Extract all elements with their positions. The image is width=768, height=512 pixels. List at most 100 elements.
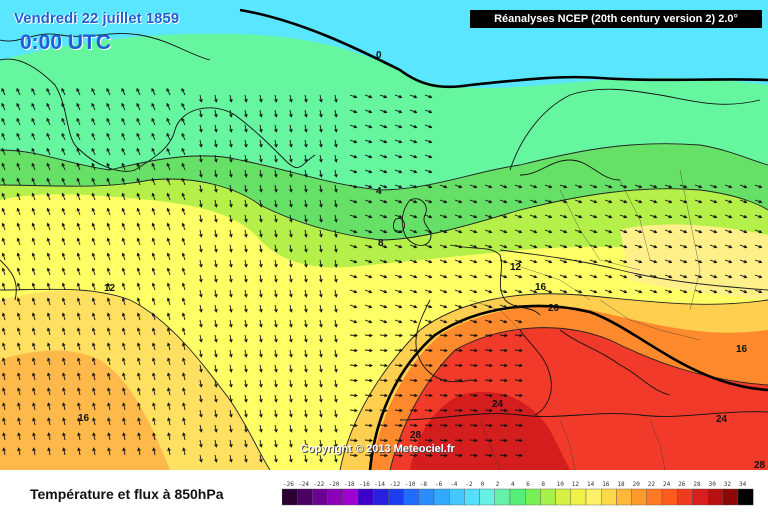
wind-arrow xyxy=(304,289,308,298)
legend-value-label: -18 xyxy=(344,481,355,488)
wind-arrow xyxy=(46,222,51,231)
wind-arrow xyxy=(304,454,308,463)
wind-arrow xyxy=(289,259,293,268)
wind-arrow xyxy=(16,102,21,111)
wind-arrow xyxy=(259,334,263,343)
wind-arrow xyxy=(16,237,21,246)
wind-arrow xyxy=(349,199,358,204)
wind-arrow xyxy=(244,259,248,268)
wind-arrow xyxy=(289,304,293,313)
wind-arrow xyxy=(409,453,418,458)
wind-arrow xyxy=(334,289,338,298)
wind-arrow xyxy=(499,259,508,264)
wind-arrow xyxy=(32,432,36,441)
wind-arrow xyxy=(106,237,111,246)
wind-arrow xyxy=(244,349,248,358)
wind-arrow xyxy=(409,333,418,338)
legend-swatch xyxy=(509,488,526,506)
wind-arrow xyxy=(484,378,493,383)
wind-arrow xyxy=(424,274,433,279)
wind-arrow xyxy=(379,244,388,249)
wind-arrow xyxy=(107,372,111,381)
wind-arrow xyxy=(214,349,218,358)
wind-arrow xyxy=(166,192,171,201)
wind-arrow xyxy=(559,199,568,204)
legend-swatch xyxy=(448,488,465,506)
wind-arrow xyxy=(409,244,418,249)
wind-arrow xyxy=(274,154,278,163)
wind-arrow xyxy=(649,274,658,279)
wind-arrow xyxy=(304,124,308,133)
wind-arrow xyxy=(289,394,293,403)
wind-arrow xyxy=(214,304,218,313)
wind-arrow xyxy=(31,297,36,306)
wind-arrow xyxy=(16,342,21,351)
wind-arrow xyxy=(107,387,111,396)
wind-arrow xyxy=(364,244,373,249)
wind-arrow xyxy=(259,274,263,283)
isotherm-label: 4 xyxy=(376,186,382,197)
wind-arrow xyxy=(136,237,141,246)
wind-arrow xyxy=(106,117,111,126)
wind-arrow xyxy=(499,423,508,428)
wind-arrow xyxy=(529,184,538,189)
wind-arrow xyxy=(91,327,96,336)
legend-value-label: -14 xyxy=(374,481,385,488)
wind-arrow xyxy=(679,289,688,294)
wind-arrow xyxy=(91,342,96,351)
wind-arrow xyxy=(214,229,218,238)
wind-arrow xyxy=(304,394,308,403)
wind-arrow xyxy=(16,87,21,96)
wind-arrow xyxy=(394,169,403,174)
wind-arrow xyxy=(454,214,463,219)
wind-arrow xyxy=(649,259,658,264)
wind-arrow xyxy=(214,109,218,118)
wind-arrow xyxy=(394,378,403,383)
wind-arrow xyxy=(199,199,203,208)
wind-arrow xyxy=(199,424,203,433)
wind-arrow xyxy=(574,214,583,219)
wind-arrow xyxy=(17,372,21,381)
wind-arrow xyxy=(46,192,51,201)
wind-arrow xyxy=(289,214,293,223)
wind-arrow xyxy=(454,348,463,353)
wind-arrow xyxy=(559,214,568,219)
wind-arrow xyxy=(167,417,171,426)
wind-arrow xyxy=(664,274,673,279)
wind-arrow xyxy=(619,199,628,204)
wind-arrow xyxy=(32,417,36,426)
wind-arrow xyxy=(31,282,36,291)
wind-arrow xyxy=(424,363,433,368)
wind-arrow xyxy=(394,453,403,458)
wind-arrow xyxy=(394,274,403,279)
wind-arrow xyxy=(121,147,126,156)
wind-arrow xyxy=(214,379,218,388)
wind-arrow xyxy=(199,109,203,118)
legend-swatch xyxy=(403,488,419,506)
legend-value-label: 12 xyxy=(572,481,580,488)
wind-arrow xyxy=(214,244,218,253)
legend-swatch xyxy=(555,488,572,506)
wind-arrow xyxy=(334,229,338,238)
wind-arrow xyxy=(46,237,51,246)
wind-arrow xyxy=(76,267,81,276)
wind-arrow xyxy=(121,342,126,351)
wind-arrow xyxy=(274,199,278,208)
wind-arrow xyxy=(379,259,388,264)
wind-arrow xyxy=(574,229,583,234)
wind-arrow xyxy=(151,282,156,291)
wind-arrow xyxy=(199,409,203,418)
wind-arrow xyxy=(679,259,688,264)
wind-arrow xyxy=(166,177,171,186)
wind-arrow xyxy=(259,379,263,388)
wind-arrow xyxy=(1,192,6,201)
wind-arrow xyxy=(469,423,478,428)
wind-arrow xyxy=(364,139,373,144)
wind-arrow xyxy=(349,438,358,443)
wind-arrow xyxy=(181,342,186,351)
wind-arrow xyxy=(229,379,233,388)
wind-arrow xyxy=(334,154,338,163)
isotherm-lines xyxy=(0,143,768,470)
wind-arrow xyxy=(122,447,126,456)
wind-arrow xyxy=(244,199,248,208)
